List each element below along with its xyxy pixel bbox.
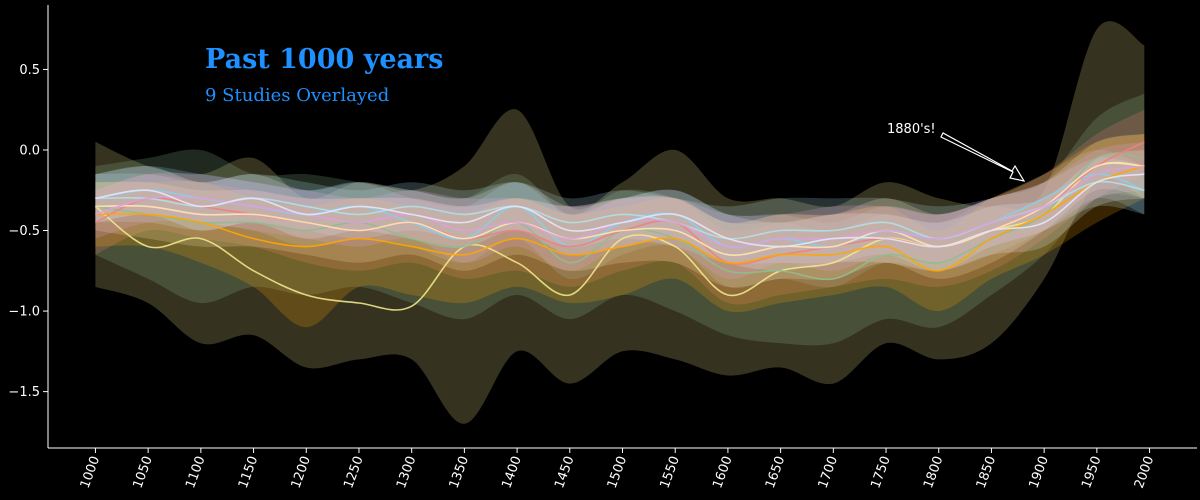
x-tick-label: 1150: [236, 454, 261, 490]
x-tick-label: 1650: [763, 454, 788, 490]
annotation: 1880's!: [887, 122, 1026, 182]
y-tick-label: −0.5: [8, 224, 40, 239]
x-tick-label: 1800: [921, 454, 946, 490]
x-tick-label: 1500: [605, 454, 630, 490]
y-tick-label: 0.5: [19, 63, 40, 78]
x-tick-label: 1900: [1026, 454, 1051, 490]
x-tick-label: 1350: [447, 454, 472, 490]
series-band-3: [95, 149, 1145, 289]
series-band-8: [95, 141, 1145, 280]
x-tick-label: 1950: [1079, 454, 1104, 490]
x-tick-label: 1250: [341, 454, 366, 490]
x-tick-label: 1400: [499, 454, 524, 490]
series-line-5: [95, 165, 1145, 272]
series-band-9: [95, 150, 1145, 271]
chart-subtitle: 9 Studies Overlayed: [205, 85, 389, 106]
series-lines: [94, 141, 1145, 311]
y-tick-label: −1.0: [8, 305, 40, 320]
chart-title: Past 1000 years: [205, 44, 443, 75]
x-tick-label: 1450: [552, 454, 577, 490]
x-tick-label: 1700: [816, 454, 841, 490]
x-tick-label: 1100: [183, 454, 208, 490]
x-ticks: 1000 1050 1100 1150 1200 1250 1300 1350 1400 1450…: [78, 448, 1157, 490]
x-tick-label: 1200: [289, 454, 314, 490]
annotation-text: 1880's!: [887, 122, 936, 137]
y-tick-label: −1.5: [8, 385, 40, 400]
series-line-9: [95, 173, 1145, 248]
x-tick-label: 1750: [868, 454, 893, 490]
annotation-arrow: [940, 132, 1026, 182]
series-band-7: [95, 133, 1145, 288]
x-tick-label: 1550: [658, 454, 683, 490]
series-line-7: [95, 162, 1145, 256]
x-tick-label: 1850: [974, 454, 999, 490]
y-ticks: 0.5 0.0 −0.5 −1.0 −1.5: [8, 63, 48, 400]
x-tick-label: 2000: [1132, 454, 1157, 490]
x-tick-label: 1300: [394, 454, 419, 490]
x-tick-label: 1050: [130, 454, 155, 490]
y-tick-label: 0.0: [19, 143, 40, 158]
x-tick-label: 1600: [710, 454, 735, 490]
series-band-2: [95, 93, 1145, 346]
x-tick-label: 1000: [78, 454, 103, 490]
